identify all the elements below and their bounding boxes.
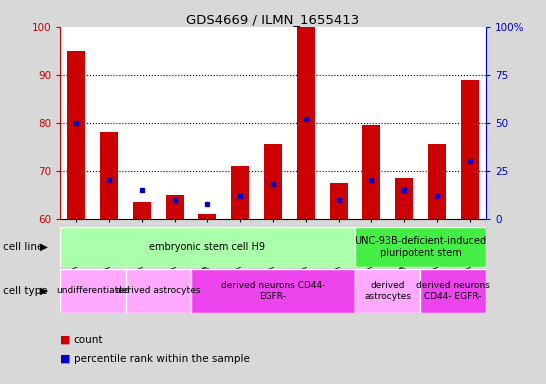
Text: derived neurons CD44-
EGFR-: derived neurons CD44- EGFR-: [221, 281, 325, 301]
Text: derived astrocytes: derived astrocytes: [116, 286, 200, 295]
Text: cell type: cell type: [3, 286, 48, 296]
Text: embryonic stem cell H9: embryonic stem cell H9: [150, 242, 265, 252]
Text: ■: ■: [60, 354, 70, 364]
Text: ▶: ▶: [40, 286, 48, 296]
Bar: [68, 51, 85, 219]
Bar: [461, 79, 478, 219]
Text: ▶: ▶: [40, 242, 48, 252]
Text: UNC-93B-deficient-induced
pluripotent stem: UNC-93B-deficient-induced pluripotent st…: [354, 236, 486, 258]
Bar: [126, 269, 191, 313]
Text: ■: ■: [60, 335, 70, 345]
Text: undifferentiated: undifferentiated: [56, 286, 129, 295]
Text: derived neurons
CD44- EGFR-: derived neurons CD44- EGFR-: [416, 281, 490, 301]
Bar: [395, 178, 413, 219]
Text: cell line: cell line: [3, 242, 43, 252]
Bar: [329, 183, 347, 219]
Bar: [166, 195, 183, 219]
Bar: [100, 132, 118, 219]
Bar: [355, 269, 420, 313]
Bar: [60, 227, 355, 267]
Bar: [362, 125, 380, 219]
Bar: [428, 144, 446, 219]
Bar: [264, 144, 282, 219]
Bar: [355, 227, 486, 267]
Bar: [420, 269, 486, 313]
Text: derived
astrocytes: derived astrocytes: [364, 281, 411, 301]
Bar: [60, 269, 126, 313]
Bar: [191, 269, 355, 313]
Title: GDS4669 / ILMN_1655413: GDS4669 / ILMN_1655413: [186, 13, 360, 26]
Text: count: count: [74, 335, 103, 345]
Bar: [199, 214, 216, 219]
Bar: [231, 166, 249, 219]
Bar: [297, 27, 314, 219]
Bar: [133, 202, 151, 219]
Text: percentile rank within the sample: percentile rank within the sample: [74, 354, 250, 364]
